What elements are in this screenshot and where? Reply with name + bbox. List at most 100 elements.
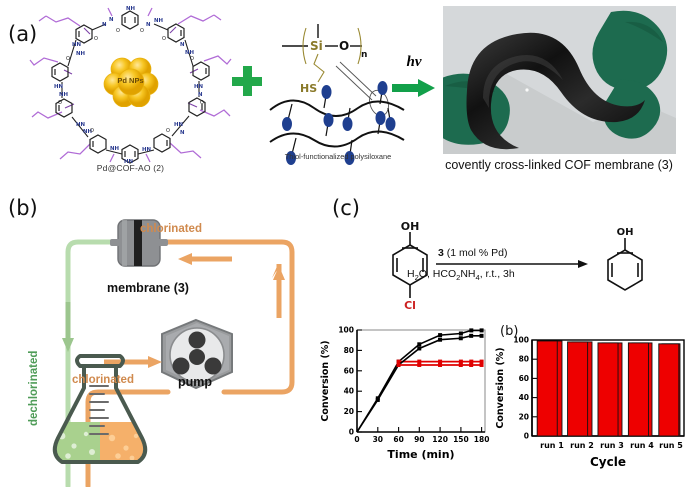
svg-text:O: O [200, 100, 204, 106]
svg-text:NH: NH [76, 51, 86, 57]
line-chart-ylabel: Conversion (%) [320, 340, 331, 421]
svg-text:N: N [146, 22, 151, 28]
panel-c: (c) OH Cl [310, 190, 700, 487]
pump-module [161, 318, 233, 390]
svg-text:NH: NH [126, 6, 136, 12]
catalyst-number: 3 [438, 247, 444, 259]
svg-text:run 4: run 4 [630, 441, 654, 450]
svg-text:HN: HN [54, 84, 64, 90]
svg-text:NH: NH [110, 146, 120, 152]
pd-nanoparticle-cluster: Pd NPs [103, 55, 159, 108]
membrane-module [110, 219, 168, 267]
svg-text:run 3: run 3 [600, 441, 624, 450]
reaction-scheme: OH Cl OH 3 (1 mol % P [310, 190, 700, 320]
polysiloxane-structure: Si O n HS [262, 4, 412, 169]
label-pump: pump [177, 375, 213, 389]
green-arrow-icon [392, 79, 435, 97]
svg-text:80: 80 [519, 355, 529, 364]
svg-text:40: 40 [344, 387, 354, 396]
label-dechlorinated: dechlorinated [28, 350, 40, 426]
svg-text:O: O [166, 128, 170, 134]
svg-text:N: N [102, 22, 107, 28]
svg-text:180: 180 [474, 435, 490, 444]
plus-icon [232, 66, 262, 96]
catalyst-loading: (1 mol % Pd) [446, 247, 508, 259]
panel-c-letter: (c) [332, 196, 360, 220]
svg-text:100: 100 [513, 336, 529, 345]
svg-text:60: 60 [344, 366, 354, 375]
svg-text:OH: OH [401, 220, 420, 233]
svg-text:20: 20 [519, 412, 529, 421]
photochemical-arrow-group: hv [386, 54, 442, 102]
polysiloxane-label: Thiol-functionalized polysiloxane [284, 152, 392, 161]
svg-text:HN: HN [174, 122, 184, 128]
svg-text:O: O [66, 56, 70, 62]
flow-reactor-diagram [52, 219, 295, 489]
membrane-photo-caption: covently cross-linked COF membrane (3) [445, 158, 673, 172]
panel-a: (a) [0, 0, 700, 190]
erlenmeyer-flask [52, 354, 148, 464]
substrate-ring [392, 232, 428, 298]
label-membrane: membrane (3) [107, 281, 189, 295]
thiol-group-markers [282, 81, 396, 165]
svg-text:O: O [58, 100, 62, 106]
panel-a-letter: (a) [8, 22, 38, 46]
label-chlorinated-top: chlorinated [140, 223, 202, 235]
svg-text:O: O [94, 36, 98, 42]
svg-text:100: 100 [338, 326, 354, 335]
svg-text:NH: NH [59, 92, 69, 98]
svg-text:HS: HS [300, 82, 317, 95]
svg-text:NH: NH [83, 129, 93, 135]
dechlorinated-arrow [62, 302, 74, 352]
svg-text:O: O [116, 28, 120, 34]
svg-text:Cl: Cl [404, 299, 416, 312]
svg-text:N: N [180, 130, 185, 136]
bar-chart-ylabel: Conversion (%) [495, 347, 506, 428]
membrane-photograph [443, 6, 676, 154]
svg-text:n: n [361, 50, 367, 60]
svg-text:N: N [198, 92, 203, 98]
panel-b: (b) [0, 190, 310, 489]
svg-text:HN: HN [76, 122, 86, 128]
pd-nanoparticle-label: Pd NPs [117, 76, 144, 86]
svg-text:N: N [180, 42, 185, 48]
svg-text:30: 30 [373, 435, 383, 444]
svg-text:OH: OH [617, 227, 634, 238]
svg-text:HN: HN [72, 42, 82, 48]
bar-chart-panel-letter: (b) [500, 324, 518, 339]
cof-structure-label: Pd@COF-AO (2) [96, 163, 165, 173]
svg-text:90: 90 [414, 435, 424, 444]
svg-text:20: 20 [344, 407, 354, 416]
svg-text:0: 0 [524, 432, 529, 441]
svg-text:120: 120 [432, 435, 448, 444]
reaction-catalyst-text: 3 (1 mol % Pd) [438, 247, 507, 259]
svg-text:HN: HN [194, 84, 204, 90]
svg-text:0: 0 [349, 428, 354, 437]
line-chart-xlabel: Time (min) [387, 448, 454, 461]
svg-text:NH: NH [185, 50, 195, 56]
svg-text:0: 0 [354, 435, 359, 444]
svg-text:150: 150 [453, 435, 469, 444]
svg-text:N: N [109, 17, 114, 23]
svg-text:O: O [140, 28, 144, 34]
svg-text:run 2: run 2 [570, 441, 594, 450]
svg-text:Si: Si [310, 39, 323, 53]
reaction-arrow [436, 260, 588, 268]
svg-text:NH: NH [154, 18, 164, 24]
svg-text:O: O [339, 39, 349, 53]
svg-text:O: O [190, 56, 194, 62]
hv-label: hv [406, 54, 422, 70]
svg-text:run 5: run 5 [659, 441, 683, 450]
recyclability-bar-chart: (b) 0 20 40 60 80 100 [486, 318, 700, 483]
svg-text:HN: HN [142, 147, 152, 153]
svg-text:60: 60 [519, 374, 529, 383]
panel-b-letter: (b) [8, 196, 38, 220]
svg-text:O: O [162, 36, 166, 42]
product-ring [607, 238, 643, 291]
flow-arrows [104, 253, 285, 368]
svg-text:60: 60 [393, 435, 403, 444]
svg-text:O: O [90, 128, 94, 134]
